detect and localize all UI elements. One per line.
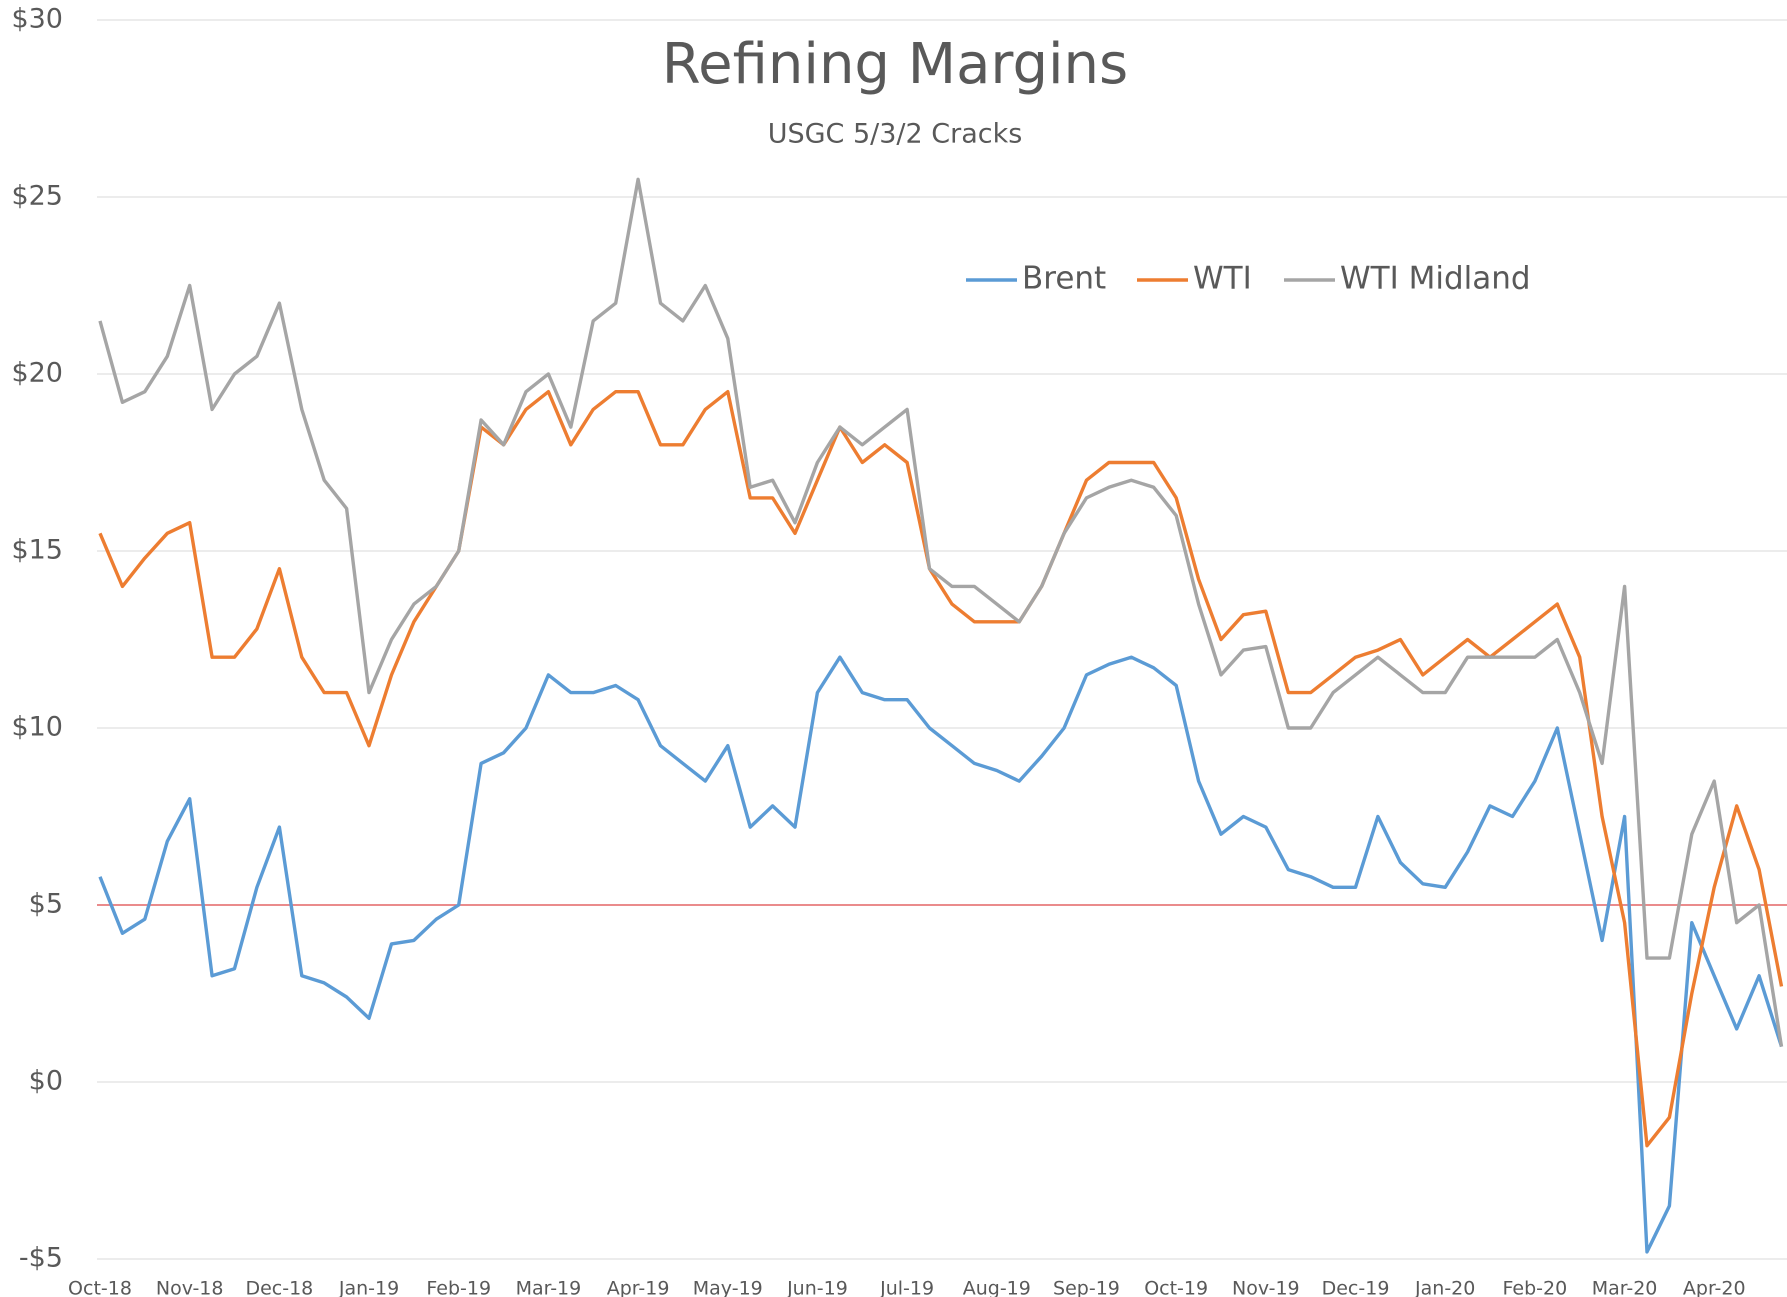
series-line [98, 390, 1784, 1148]
x-tick-label: Jan-19 [338, 1278, 399, 1297]
x-tick-label: Feb-19 [426, 1278, 491, 1297]
series-line [98, 655, 1784, 1254]
x-tick-label: Jul-19 [879, 1278, 934, 1297]
legend-item: WTI Midland [1284, 261, 1531, 297]
x-tick-label: Feb-20 [1503, 1278, 1568, 1297]
x-tick-label: Mar-20 [1592, 1278, 1658, 1297]
y-tick-label: $0 [29, 1066, 63, 1097]
series-line [98, 177, 1784, 1047]
y-tick-label: $15 [11, 535, 63, 566]
chart-title: Refining Margins [662, 32, 1128, 97]
x-tick-label: Dec-18 [245, 1278, 313, 1297]
x-tick-label: Jan-20 [1414, 1278, 1475, 1297]
x-tick-label: Dec-19 [1322, 1278, 1390, 1297]
y-tick-label: $25 [11, 181, 63, 212]
x-tick-label: Sep-19 [1053, 1278, 1120, 1297]
y-tick-label: -$5 [19, 1243, 63, 1274]
legend-item: Brent [966, 261, 1106, 297]
legend-label: WTI Midland [1340, 261, 1531, 297]
y-tick-label: $10 [11, 712, 63, 743]
x-tick-label: Apr-19 [607, 1278, 670, 1297]
x-tick-label: Nov-18 [156, 1278, 224, 1297]
chart-subtitle: USGC 5/3/2 Cracks [768, 119, 1023, 150]
y-tick-label: $30 [11, 4, 63, 35]
y-tick-label: $5 [29, 889, 63, 920]
legend-label: WTI [1193, 261, 1252, 297]
x-tick-label: Jun-19 [786, 1278, 848, 1297]
x-tick-label: Aug-19 [963, 1278, 1031, 1297]
x-tick-label: May-19 [693, 1278, 763, 1297]
x-tick-label: Oct-19 [1144, 1278, 1208, 1297]
y-tick-label: $20 [11, 358, 63, 389]
x-tick-label: Oct-18 [68, 1278, 132, 1297]
x-tick-label: Apr-20 [1683, 1278, 1746, 1297]
legend-item: WTI [1137, 261, 1252, 297]
legend-label: Brent [1022, 261, 1106, 297]
x-tick-label: Nov-19 [1232, 1278, 1300, 1297]
x-tick-label: Mar-19 [516, 1278, 582, 1297]
